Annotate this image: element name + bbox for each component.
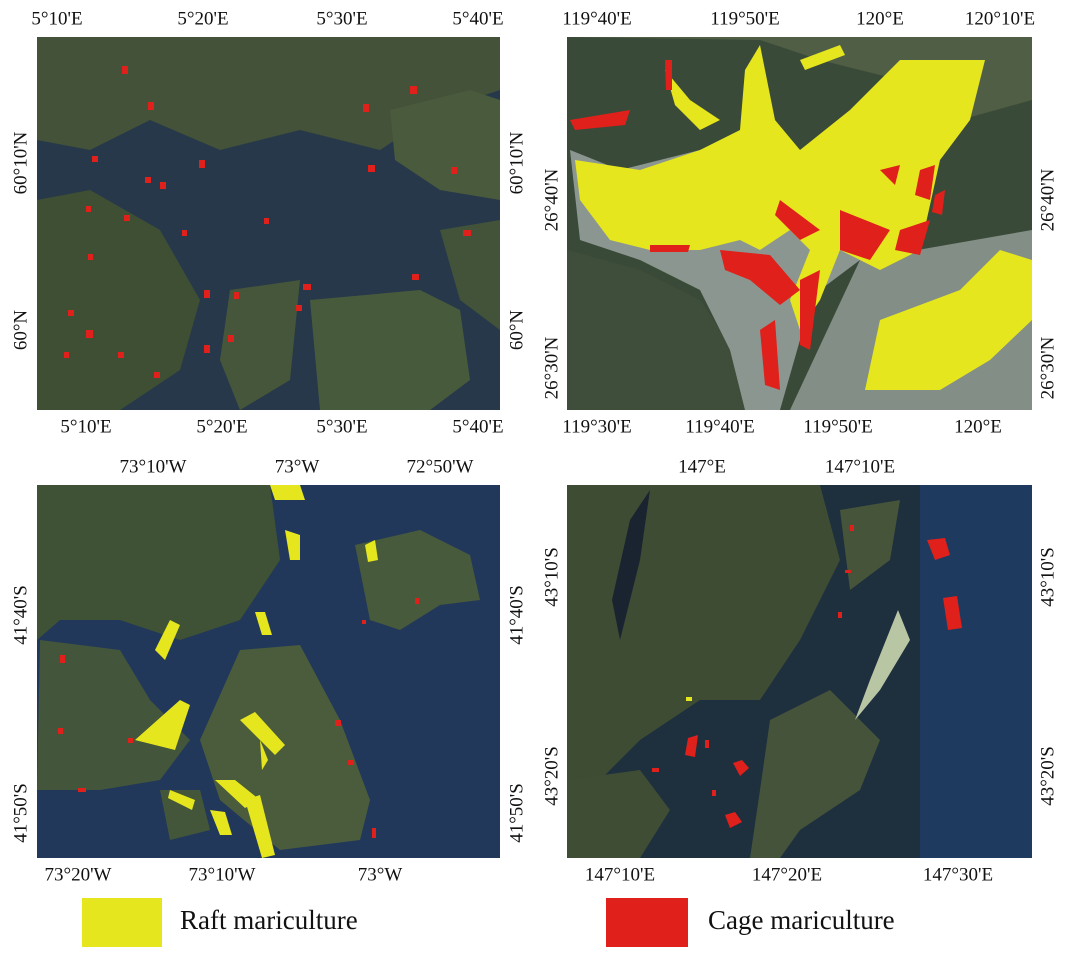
legend-swatch <box>82 898 162 947</box>
top-coordinate-label: 5°10'E <box>31 8 82 29</box>
top-coordinate-label: 5°40'E <box>452 8 503 29</box>
bottom-coordinate-label: 119°30'E <box>562 416 631 437</box>
legend-label: Raft mariculture <box>180 905 358 935</box>
right-coordinate-label: 41°50'S <box>506 783 527 843</box>
bottom-coordinate-label: 5°40'E <box>452 416 503 437</box>
left-coordinate-label: 26°40'N <box>541 168 562 231</box>
map-panel <box>567 485 1032 858</box>
page: Raft mariculture Cage mariculture 5°10'E… <box>0 0 1069 954</box>
map-panel <box>567 37 1032 410</box>
bottom-coordinate-label: 73°W <box>358 864 403 885</box>
left-coordinate-label: 26°30'N <box>541 336 562 399</box>
bottom-coordinate-label: 73°10'W <box>189 864 256 885</box>
top-coordinate-label: 120°E <box>856 8 904 29</box>
bottom-coordinate-label: 119°50'E <box>803 416 872 437</box>
top-coordinate-label: 5°30'E <box>316 8 367 29</box>
map-panel <box>37 37 500 410</box>
top-coordinate-label: 147°10'E <box>825 456 895 477</box>
left-coordinate-label: 60°10'N <box>10 131 31 194</box>
right-coordinate-label: 43°20'S <box>1037 746 1058 806</box>
right-coordinate-label: 26°40'N <box>1037 168 1058 231</box>
right-coordinate-label: 60°N <box>506 310 527 351</box>
bottom-coordinate-label: 147°10'E <box>585 864 655 885</box>
bottom-coordinate-label: 147°30'E <box>923 864 993 885</box>
bottom-coordinate-label: 120°E <box>954 416 1002 437</box>
right-coordinate-label: 26°30'N <box>1037 336 1058 399</box>
legend-swatch <box>606 898 688 947</box>
top-coordinate-label: 5°20'E <box>177 8 228 29</box>
left-coordinate-label: 43°20'S <box>541 746 562 806</box>
top-coordinate-label: 119°50'E <box>710 8 779 29</box>
bottom-coordinate-label: 119°40'E <box>685 416 754 437</box>
bottom-coordinate-label: 5°10'E <box>60 416 111 437</box>
left-coordinate-label: 60°N <box>10 310 31 351</box>
top-coordinate-label: 72°50'W <box>407 456 474 477</box>
bottom-coordinate-label: 73°20'W <box>45 864 112 885</box>
bottom-coordinate-label: 147°20'E <box>752 864 822 885</box>
right-coordinate-label: 60°10'N <box>506 131 527 194</box>
left-coordinate-label: 43°10'S <box>541 547 562 607</box>
top-coordinate-label: 120°10'E <box>965 8 1035 29</box>
map-panel <box>37 485 500 858</box>
left-coordinate-label: 41°50'S <box>10 783 31 843</box>
right-coordinate-label: 43°10'S <box>1037 547 1058 607</box>
left-coordinate-label: 41°40'S <box>10 585 31 645</box>
bottom-coordinate-label: 5°30'E <box>316 416 367 437</box>
top-coordinate-label: 73°W <box>275 456 320 477</box>
top-coordinate-label: 147°E <box>678 456 726 477</box>
right-coordinate-label: 41°40'S <box>506 585 527 645</box>
bottom-coordinate-label: 5°20'E <box>196 416 247 437</box>
top-coordinate-label: 73°10'W <box>120 456 187 477</box>
legend-label: Cage mariculture <box>708 905 895 935</box>
figure: Raft mariculture Cage mariculture 5°10'E… <box>0 0 1069 954</box>
top-coordinate-label: 119°40'E <box>562 8 631 29</box>
